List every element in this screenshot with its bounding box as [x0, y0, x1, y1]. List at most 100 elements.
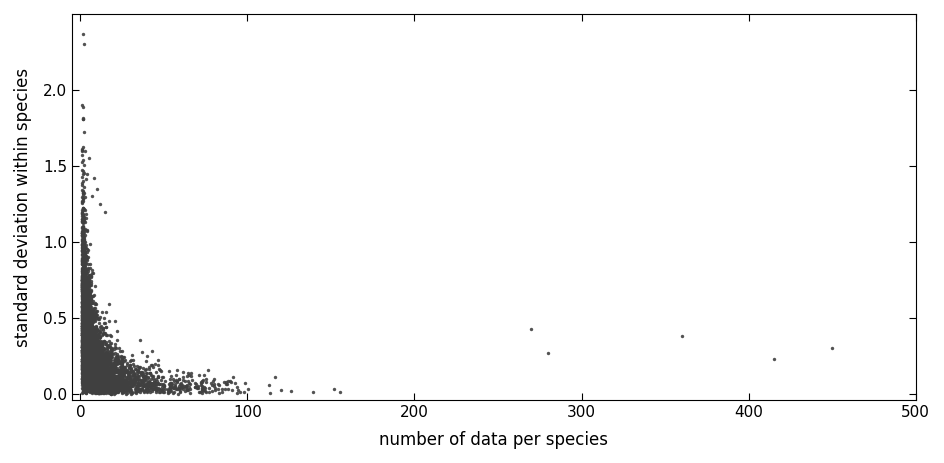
Point [97, 371, 112, 378]
Point [79, 376, 94, 383]
Point [78, 308, 93, 315]
Point [103, 381, 118, 388]
Point [76, 322, 92, 330]
Point [88, 380, 103, 387]
Point [87, 356, 102, 363]
Point [93, 372, 109, 379]
Point [89, 377, 104, 385]
Point [84, 315, 99, 323]
Point [83, 357, 98, 364]
Point [75, 331, 90, 338]
Point [87, 375, 102, 382]
Point [78, 369, 93, 377]
Point [104, 353, 119, 361]
Point [82, 354, 97, 362]
Point [82, 379, 97, 386]
Point [78, 332, 93, 340]
Point [86, 387, 101, 394]
Point [85, 354, 100, 362]
Point [77, 332, 93, 340]
Point [79, 361, 94, 368]
Point [86, 365, 101, 373]
Point [77, 295, 93, 303]
Point [108, 372, 123, 380]
Point [79, 356, 94, 363]
Point [93, 377, 108, 384]
Point [104, 363, 119, 370]
Point [75, 307, 90, 314]
Point [89, 363, 104, 370]
Point [76, 366, 92, 373]
Point [78, 337, 93, 344]
Point [100, 355, 115, 362]
Point [86, 335, 101, 342]
Point [76, 357, 91, 364]
Point [82, 356, 97, 363]
Point [76, 265, 92, 273]
Point [76, 307, 92, 314]
Point [76, 338, 91, 346]
Point [93, 358, 108, 366]
Point [111, 386, 126, 393]
Point [76, 283, 91, 290]
Point [81, 360, 96, 367]
Point [108, 357, 123, 364]
Point [86, 379, 101, 387]
Point [76, 301, 92, 308]
Point [85, 327, 100, 334]
Point [104, 390, 119, 398]
Point [85, 356, 100, 363]
Point [77, 326, 93, 334]
Point [80, 364, 95, 372]
Point [77, 359, 93, 367]
Point [113, 382, 128, 389]
Point [75, 260, 90, 268]
Point [76, 367, 92, 375]
Point [82, 314, 97, 322]
Point [75, 355, 90, 363]
Point [100, 379, 115, 387]
Point [87, 348, 102, 355]
Point [84, 367, 99, 374]
Point [75, 346, 90, 353]
Point [76, 309, 92, 316]
Point [82, 352, 97, 359]
Point [76, 350, 91, 357]
Point [90, 368, 105, 375]
Point [119, 384, 134, 392]
Point [83, 309, 98, 316]
Point [84, 360, 99, 367]
Point [99, 377, 114, 385]
Point [77, 354, 93, 361]
Point [76, 325, 91, 333]
Point [84, 360, 99, 367]
Point [85, 350, 100, 357]
Point [85, 374, 100, 381]
Point [76, 350, 92, 357]
Point [85, 370, 100, 377]
Point [95, 382, 110, 389]
Point [124, 369, 139, 376]
Point [87, 377, 102, 384]
Point [75, 352, 90, 359]
Point [102, 381, 117, 388]
Point [75, 338, 90, 346]
Point [82, 349, 97, 357]
Point [82, 334, 97, 341]
Point [147, 360, 162, 368]
Point [77, 382, 93, 390]
Point [83, 326, 98, 334]
Point [75, 299, 90, 307]
Point [80, 303, 95, 310]
Point [77, 280, 93, 287]
Point [76, 286, 92, 293]
Point [102, 367, 117, 375]
Point [82, 363, 97, 371]
Point [76, 367, 91, 375]
Point [83, 360, 98, 367]
Point [89, 331, 104, 338]
Point [77, 359, 93, 367]
Point [92, 383, 107, 391]
Point [80, 373, 95, 381]
Point [75, 344, 90, 351]
